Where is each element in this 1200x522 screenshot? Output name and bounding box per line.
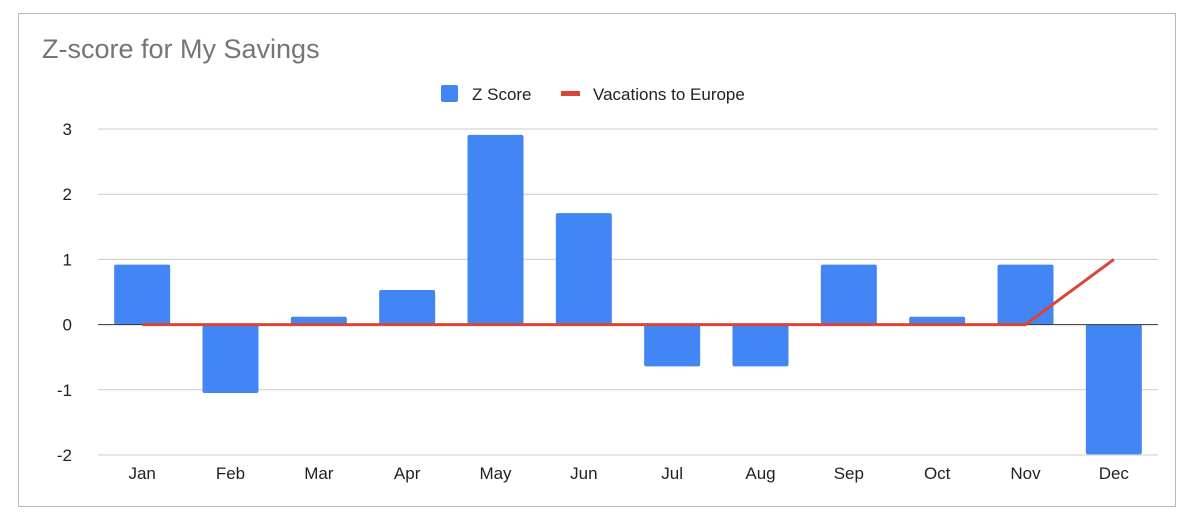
x-tick-label: Feb	[216, 464, 245, 483]
bar-mar	[290, 316, 347, 325]
bar-oct	[909, 316, 966, 325]
x-tick-label: Sep	[834, 464, 864, 483]
bar-may	[467, 134, 524, 325]
x-axis-ticks: Jan Feb Mar Apr May Jun Jul Aug Sep Oct Nov Dec	[128, 464, 1129, 483]
y-axis-ticks: 3 2 1 0 -1 -2	[57, 120, 72, 465]
legend-label-vacations: Vacations to Europe	[593, 85, 745, 104]
bar-apr	[379, 290, 436, 325]
bar-dec	[1085, 324, 1142, 455]
x-tick-label: Apr	[394, 464, 421, 483]
bar-aug	[732, 324, 789, 367]
y-tick-label: 3	[63, 120, 72, 139]
legend-swatch-vacations	[561, 91, 580, 96]
bar-sep	[820, 264, 877, 325]
bar-jan	[114, 264, 171, 325]
line-series-vacations	[142, 258, 1115, 327]
x-tick-label: Jul	[661, 464, 683, 483]
x-tick-label: Jun	[570, 464, 597, 483]
y-tick-label: -2	[57, 446, 72, 465]
grid-lines	[98, 128, 1158, 456]
x-tick-label: Oct	[924, 464, 951, 483]
x-tick-label: Nov	[1010, 464, 1041, 483]
y-tick-label: 0	[63, 316, 72, 335]
bar-jun	[555, 213, 612, 325]
y-tick-label: -1	[57, 381, 72, 400]
x-tick-label: May	[479, 464, 512, 483]
y-tick-label: 1	[63, 250, 72, 269]
x-tick-label: Jan	[128, 464, 155, 483]
legend-swatch-z-score	[441, 85, 458, 102]
bar-series	[114, 134, 1142, 455]
x-tick-label: Mar	[304, 464, 334, 483]
bar-feb	[202, 324, 259, 394]
legend: Z Score Vacations to Europe	[441, 85, 745, 104]
x-tick-label: Dec	[1099, 464, 1130, 483]
x-tick-label: Aug	[745, 464, 775, 483]
bar-nov	[997, 264, 1054, 325]
legend-label-z-score: Z Score	[472, 85, 532, 104]
y-tick-label: 2	[63, 185, 72, 204]
chart-title: Z-score for My Savings	[42, 34, 320, 64]
bar-jul	[644, 324, 701, 367]
